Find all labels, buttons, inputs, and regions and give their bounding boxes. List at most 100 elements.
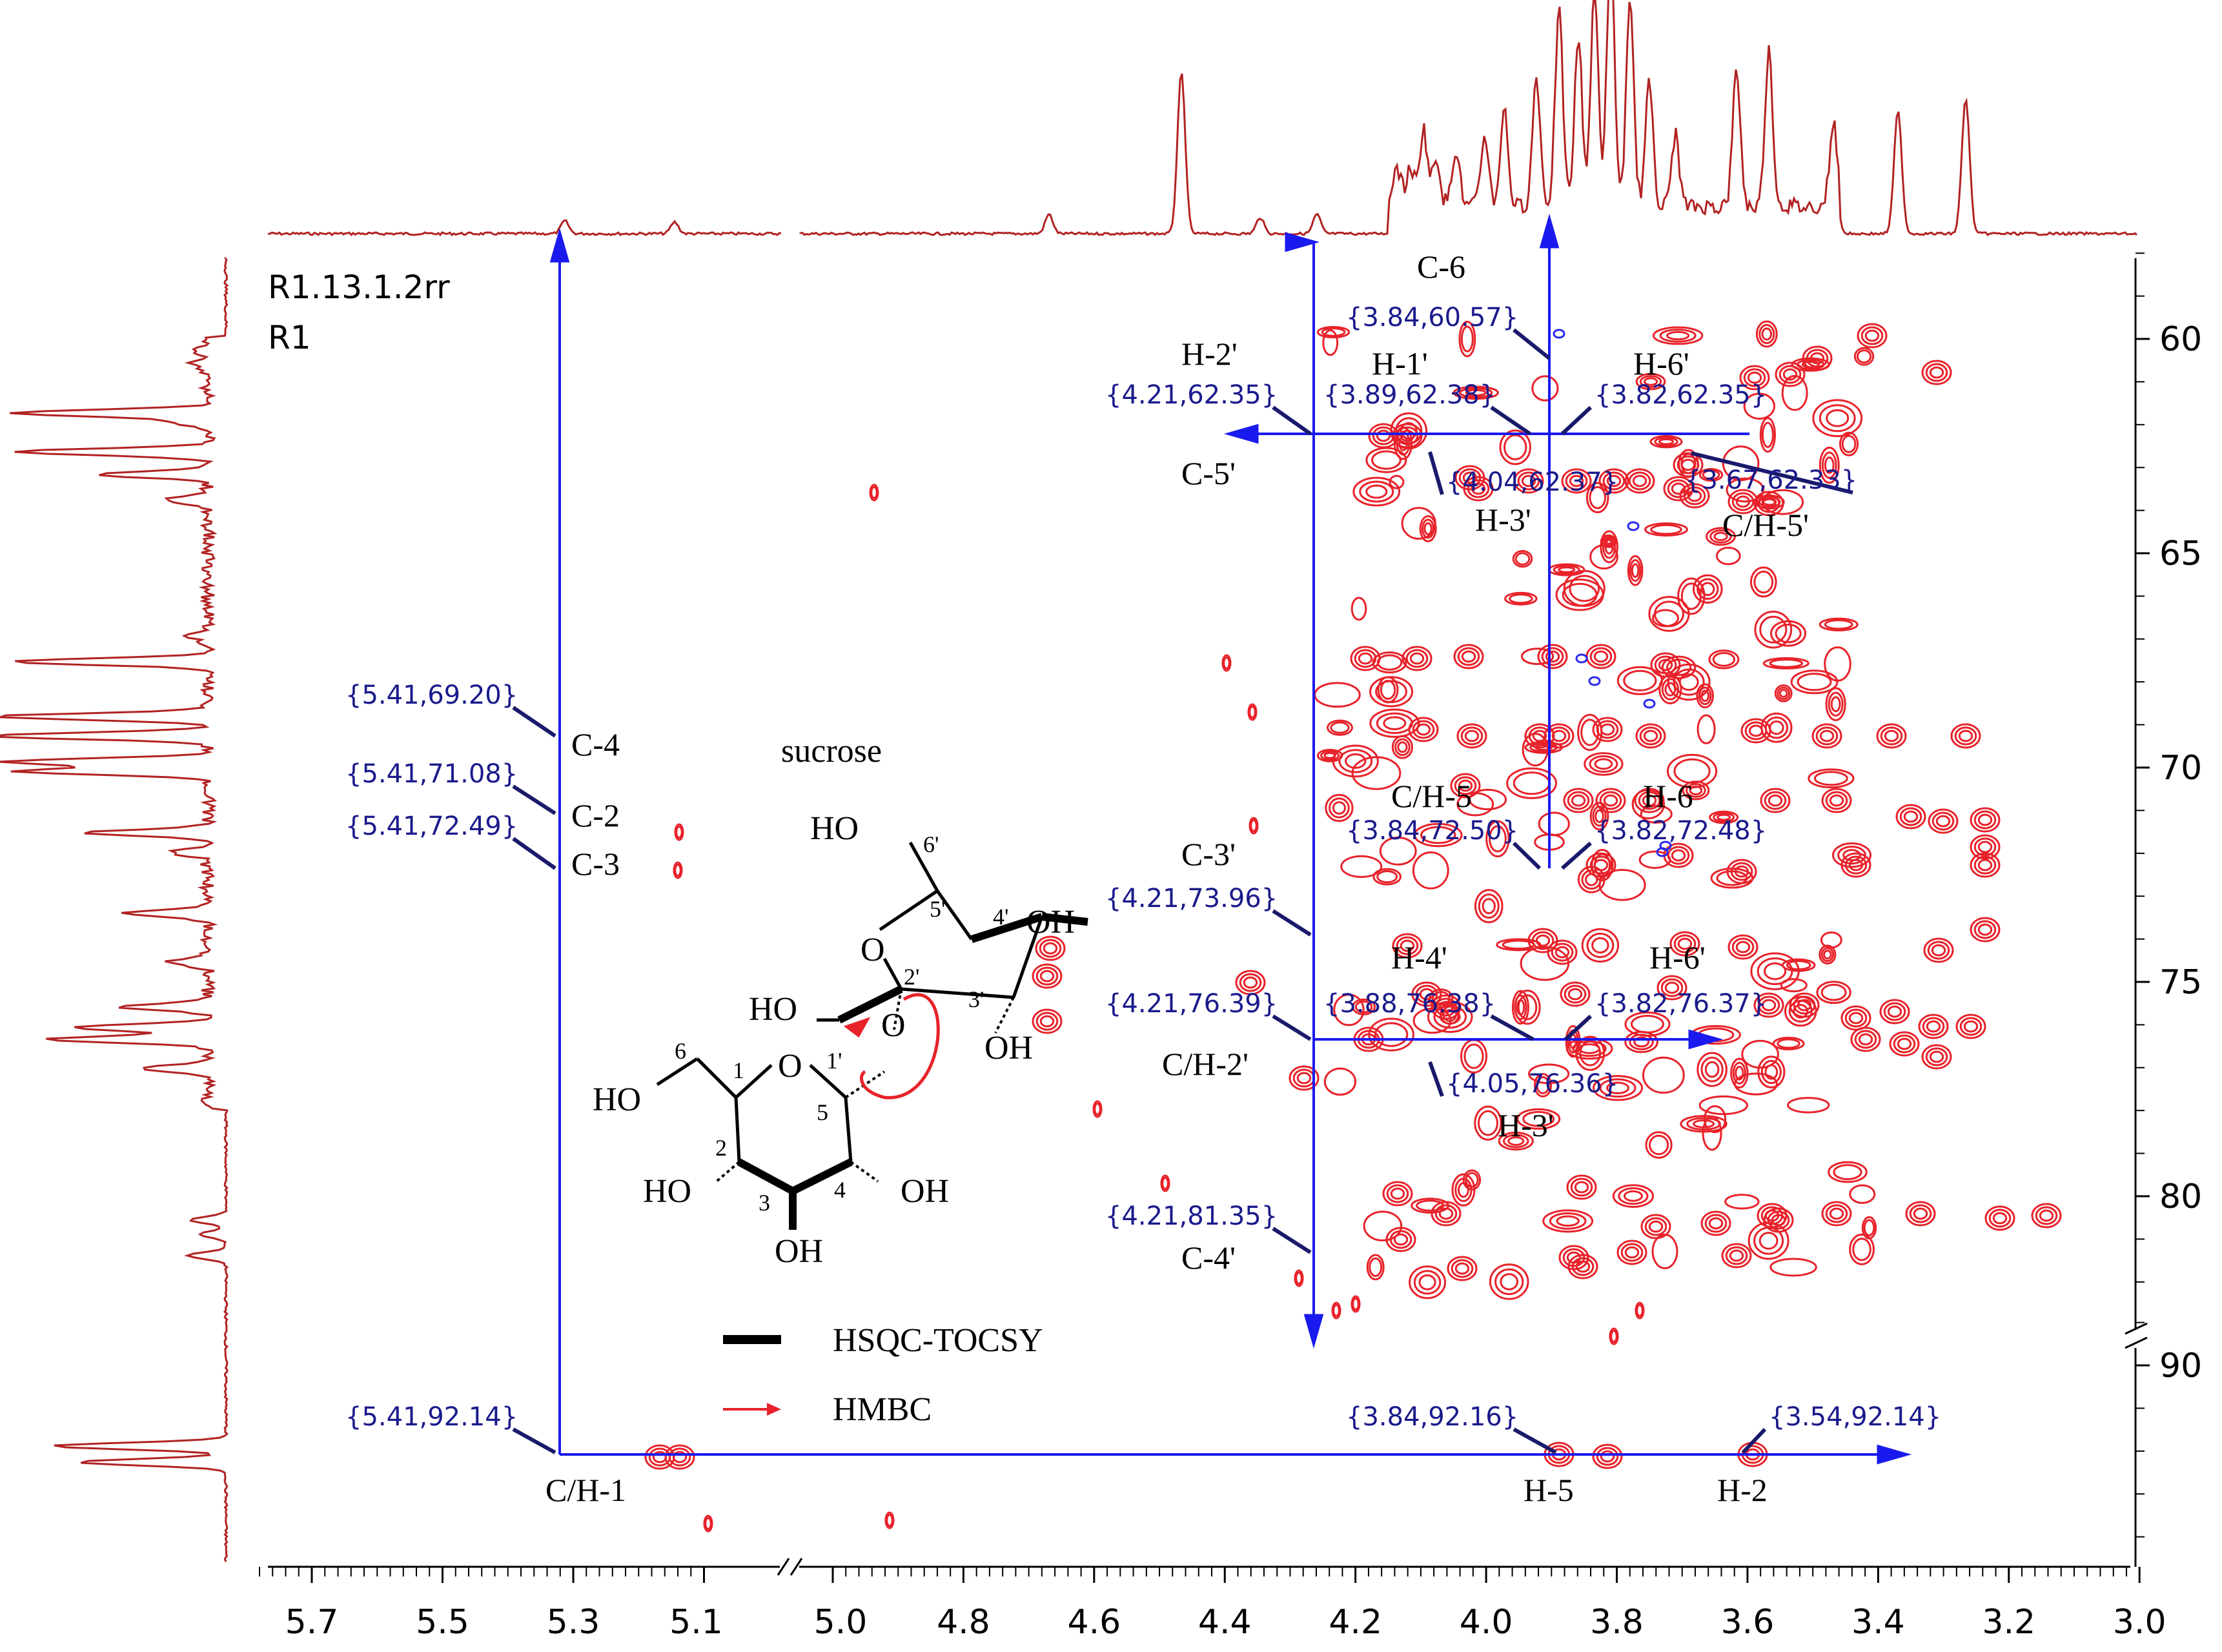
contour (1600, 1450, 1615, 1463)
contour (1629, 1034, 1654, 1050)
contour (1992, 1212, 2008, 1225)
peak-annotation: {3.84,72.50} (1346, 816, 1518, 846)
contour (674, 823, 684, 841)
contour (1598, 868, 1646, 901)
contour (1753, 570, 1774, 594)
contour (1921, 360, 1952, 385)
contour (1464, 729, 1480, 742)
contour (1591, 937, 1609, 953)
atom-oh-3: OH (775, 1233, 823, 1270)
contour (1390, 1187, 1405, 1200)
contour (1797, 673, 1832, 691)
contour (1545, 650, 1560, 663)
contour (1372, 426, 1395, 445)
contour (1661, 655, 1697, 679)
contour-peaks (644, 320, 2062, 1533)
contour (1631, 563, 1640, 578)
contour (1852, 1238, 1871, 1261)
contour (1680, 1115, 1728, 1133)
contour (1825, 1204, 1848, 1223)
contour (1296, 1072, 1312, 1085)
contour (1977, 859, 1993, 872)
contour (1547, 939, 1578, 965)
contour (1762, 657, 1809, 670)
contour (1394, 738, 1411, 757)
sucrose-structure: sucrose HO 6' 5' 4' OH (593, 733, 1088, 1270)
contour (1775, 362, 1806, 387)
contour (1458, 320, 1476, 358)
contour (1535, 934, 1551, 947)
x-tick-label: 4.4 (1198, 1603, 1252, 1642)
contour (1321, 327, 1346, 337)
peak-annotation: {4.04,62.37} (1446, 467, 1618, 497)
contour (668, 1447, 691, 1467)
contour (1703, 1105, 1727, 1134)
contour (1352, 1297, 1360, 1311)
contour (1249, 817, 1259, 835)
contour (1899, 807, 1922, 826)
x-tick-label: 4.0 (1460, 1603, 1513, 1642)
top-1h-projection (267, 0, 2137, 237)
contour (1763, 962, 1787, 981)
contour (1379, 836, 1417, 866)
assignment-label: H-6 (1643, 778, 1693, 814)
peak-annotation: {3.84,60.57} (1346, 303, 1518, 332)
contour (1553, 329, 1565, 339)
contour (1094, 1102, 1101, 1116)
contour (1808, 768, 1855, 789)
contour (1412, 851, 1449, 890)
contour (1687, 489, 1702, 502)
contour (1489, 1263, 1529, 1300)
atom-oh-3prime: OH (984, 1030, 1033, 1066)
assignment-label: H-3' (1498, 1107, 1554, 1143)
contour (1819, 944, 1837, 965)
contour (1644, 1217, 1667, 1236)
contour (1595, 809, 1604, 823)
contour (1824, 646, 1851, 682)
contour (1759, 417, 1777, 453)
contour (1700, 1210, 1731, 1236)
contour (1753, 992, 1784, 1018)
contour (1554, 946, 1570, 959)
contour (1820, 947, 1835, 963)
contour (1825, 687, 1846, 722)
contour (1635, 372, 1666, 391)
contour (1401, 646, 1432, 671)
contour (1673, 758, 1711, 784)
y-tick-label: 80 (2159, 1178, 2202, 1216)
contour (1848, 859, 1864, 872)
contour (1376, 654, 1403, 671)
contour (1769, 720, 1784, 735)
contour (1295, 1271, 1303, 1285)
contour (1829, 1207, 1844, 1220)
contour (1761, 327, 1773, 341)
contour (1521, 474, 1536, 487)
contour (1823, 950, 1832, 960)
contour (1639, 375, 1662, 389)
peak-pointer (512, 1427, 556, 1454)
contour (1589, 486, 1607, 509)
contour (1422, 518, 1435, 539)
contour (1955, 1014, 1986, 1039)
contour (1517, 471, 1540, 491)
contour (1369, 1257, 1383, 1277)
contour (1413, 822, 1463, 848)
atom-2prime: 2' (904, 964, 920, 990)
x-tick-label: 5.5 (416, 1603, 469, 1642)
contour (1514, 552, 1531, 566)
contour (1789, 992, 1820, 1018)
contour (1820, 983, 1847, 1001)
contour (1863, 1219, 1875, 1237)
left-13c-projection (0, 257, 229, 1562)
contour (1777, 1038, 1800, 1049)
contour (1416, 723, 1431, 736)
contour (1760, 1206, 1784, 1225)
contour (1909, 1204, 1932, 1223)
contour (1659, 329, 1697, 343)
contour (1566, 1174, 1597, 1200)
contour (1970, 807, 2001, 833)
contour (1591, 849, 1614, 882)
contour (1592, 717, 1623, 742)
contour (1913, 1207, 1928, 1220)
assignment-label: H-3' (1475, 502, 1531, 538)
